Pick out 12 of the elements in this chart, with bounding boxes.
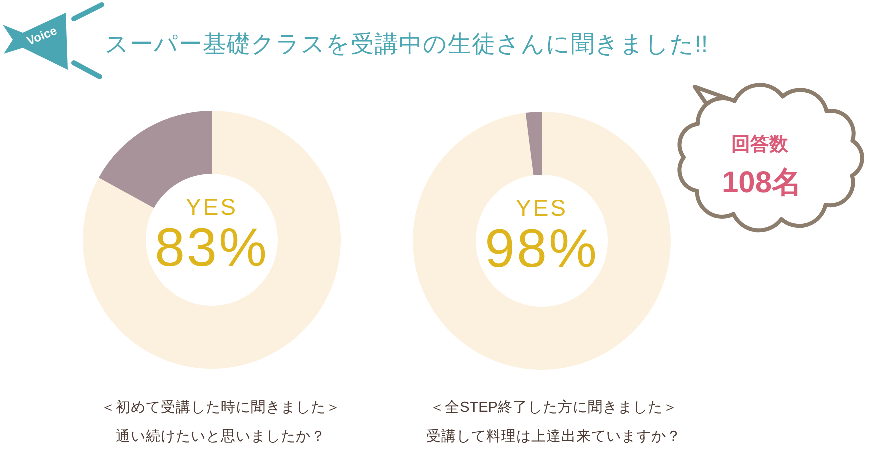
text: スーパー基礎クラスを受講中の生徒さんに聞きました!!	[105, 31, 708, 57]
slice-label: YES	[516, 195, 568, 221]
text: 通い続けたいと思いましたか？	[116, 428, 326, 445]
text: 108名	[722, 166, 802, 200]
text: Voice	[24, 24, 60, 48]
text: 回答数	[732, 134, 790, 156]
slice-label: YES	[186, 194, 238, 220]
data-label: 83%	[154, 218, 270, 278]
text: ＜全STEP終了した方に聞きました＞	[430, 399, 678, 416]
text: 受講して料理は上達出来ていますか？	[426, 428, 682, 445]
data-label: 98%	[484, 219, 600, 279]
text: ＜初めて受講した時に聞きました＞	[101, 399, 341, 416]
